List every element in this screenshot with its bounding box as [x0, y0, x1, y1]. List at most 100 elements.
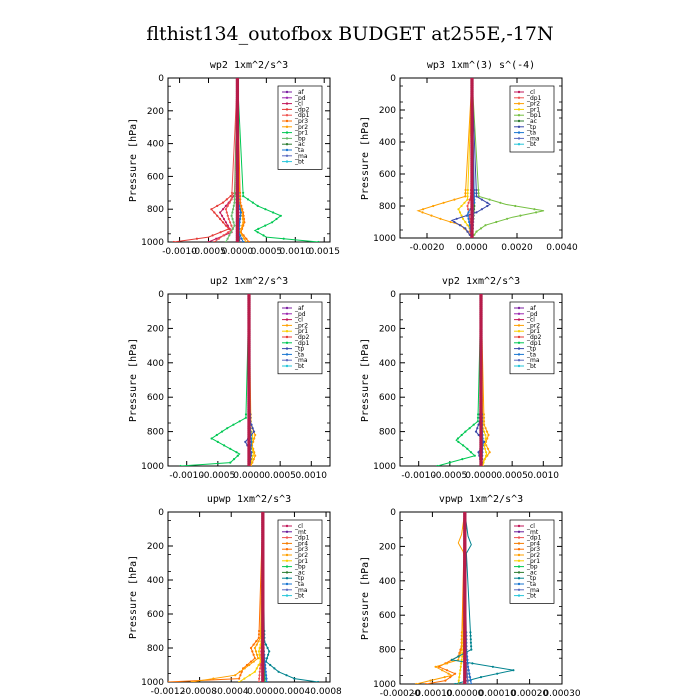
legend-label: _dp1: [526, 535, 542, 542]
legend-marker: [517, 588, 521, 591]
legend-marker: [285, 108, 289, 111]
x-tick-label: -0.0012: [151, 687, 186, 697]
series-marker: [467, 208, 470, 211]
series-marker: [220, 214, 224, 217]
series-marker: [479, 227, 483, 230]
y-axis-label: Pressure [hPa]: [128, 118, 139, 202]
series-marker: [226, 427, 229, 430]
legend-marker: [285, 318, 289, 321]
series-marker: [463, 201, 466, 204]
series-marker: [449, 676, 452, 679]
series-marker: [424, 682, 427, 684]
series-marker: [486, 437, 489, 440]
series-marker: [221, 221, 225, 224]
legend-marker: [517, 353, 521, 356]
series-marker: [241, 217, 244, 221]
series-marker: [239, 214, 242, 217]
legend-marker: [285, 114, 289, 117]
legend-label: _mt: [294, 529, 307, 536]
series-marker: [469, 638, 472, 641]
series-marker: [228, 234, 231, 237]
legend-marker: [517, 582, 521, 586]
series-marker: [252, 660, 255, 663]
series-marker: [255, 640, 258, 643]
series-marker: [432, 204, 435, 208]
x-tick-label: -0.00020: [380, 689, 421, 699]
series-marker: [445, 669, 449, 672]
series-marker: [251, 201, 254, 204]
panel-title: upwp 1xm^2/s^3: [207, 494, 291, 505]
y-tick-label: 400: [379, 138, 396, 148]
legend-box: [509, 85, 555, 153]
x-tick-label: 0.0010: [528, 471, 560, 481]
legend-marker: [517, 364, 521, 368]
series-marker: [535, 211, 538, 214]
x-tick-label: 0.0000: [247, 687, 279, 697]
series-marker: [466, 665, 470, 668]
series-marker: [269, 663, 272, 667]
series-marker: [231, 211, 234, 214]
legend-marker: [285, 96, 289, 100]
series-marker: [255, 667, 258, 670]
series-marker: [253, 657, 256, 660]
series-marker: [447, 672, 450, 675]
legend-label: _cl: [526, 317, 535, 324]
y-tick-label: 0: [158, 290, 164, 300]
legend: _cl_dp1_pr2_pr1_bp1_ac_tp_ta_ma_bt: [509, 85, 555, 153]
series-marker: [213, 240, 216, 242]
y-tick-label: 1000: [373, 680, 396, 690]
series-marker: [467, 211, 470, 214]
legend-label: _pr1: [294, 558, 308, 565]
legend-marker: [285, 353, 289, 356]
series-marker: [466, 682, 470, 684]
series-marker: [240, 237, 243, 240]
series-marker: [256, 231, 259, 234]
series-group: [172, 78, 320, 242]
series-marker: [239, 211, 242, 214]
series-marker: [484, 437, 487, 440]
legend-label: _ma: [526, 587, 540, 594]
legend-marker: [285, 364, 289, 368]
series-marker: [450, 658, 453, 662]
series-marker: [230, 214, 233, 217]
series-marker: [248, 663, 251, 667]
x-tick-label: -0.0010: [169, 471, 204, 481]
series-marker: [460, 648, 463, 651]
series-marker: [486, 201, 489, 204]
legend-marker: [285, 137, 289, 140]
series-marker: [476, 420, 479, 423]
series-marker: [460, 214, 463, 217]
y-axis-label: Pressure [hPa]: [128, 555, 139, 639]
y-tick-label: 400: [379, 359, 396, 369]
series-marker: [475, 195, 478, 198]
x-tick-label: 0.0000: [233, 471, 265, 481]
series-marker: [224, 208, 227, 211]
series-marker: [477, 451, 480, 454]
series-marker: [253, 646, 256, 650]
x-tick-label: -0.0005: [191, 247, 226, 257]
series-marker: [226, 224, 229, 227]
series-marker: [285, 674, 288, 677]
panel-title: wp3 1xm^(3) s^(-4): [427, 60, 535, 71]
y-tick-label: 0: [158, 74, 164, 84]
series-group: [415, 512, 515, 684]
series-marker: [248, 674, 251, 677]
series-marker: [229, 447, 232, 450]
legend-marker: [517, 548, 521, 551]
x-tick-label: -0.00010: [412, 689, 453, 699]
series-marker: [215, 237, 218, 240]
series-marker: [282, 237, 285, 240]
x-tick-label: 0.0010: [280, 247, 312, 257]
series-marker: [230, 191, 234, 194]
legend-label: _af: [294, 305, 305, 312]
legend-marker: [517, 125, 521, 128]
series-marker: [473, 454, 476, 457]
series-marker: [434, 665, 437, 668]
series-line-bp1: [471, 78, 545, 238]
y-tick-label: 0: [390, 508, 396, 518]
series-marker: [443, 676, 446, 679]
y-tick-label: 400: [147, 576, 164, 586]
y-tick-label: 1000: [373, 462, 396, 472]
legend-label: _pr3: [526, 546, 540, 553]
series-line-dp1: [437, 294, 482, 466]
